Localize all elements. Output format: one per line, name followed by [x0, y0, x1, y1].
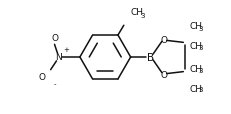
Text: 3: 3	[197, 68, 202, 74]
Text: CH: CH	[188, 85, 201, 93]
Text: O: O	[39, 72, 46, 81]
Text: -: -	[53, 81, 56, 87]
Text: O: O	[51, 34, 58, 43]
Text: B: B	[146, 53, 153, 62]
Text: O: O	[160, 36, 167, 45]
Text: CH: CH	[188, 65, 201, 74]
Text: CH: CH	[188, 21, 201, 30]
Text: +: +	[63, 47, 69, 53]
Text: 3: 3	[197, 26, 202, 32]
Text: CH: CH	[188, 41, 201, 50]
Text: N: N	[55, 53, 61, 62]
Text: CH: CH	[130, 8, 143, 17]
Text: 3: 3	[140, 13, 144, 19]
Text: O: O	[160, 70, 167, 79]
Text: 3: 3	[197, 86, 202, 92]
Text: 3: 3	[197, 44, 202, 50]
